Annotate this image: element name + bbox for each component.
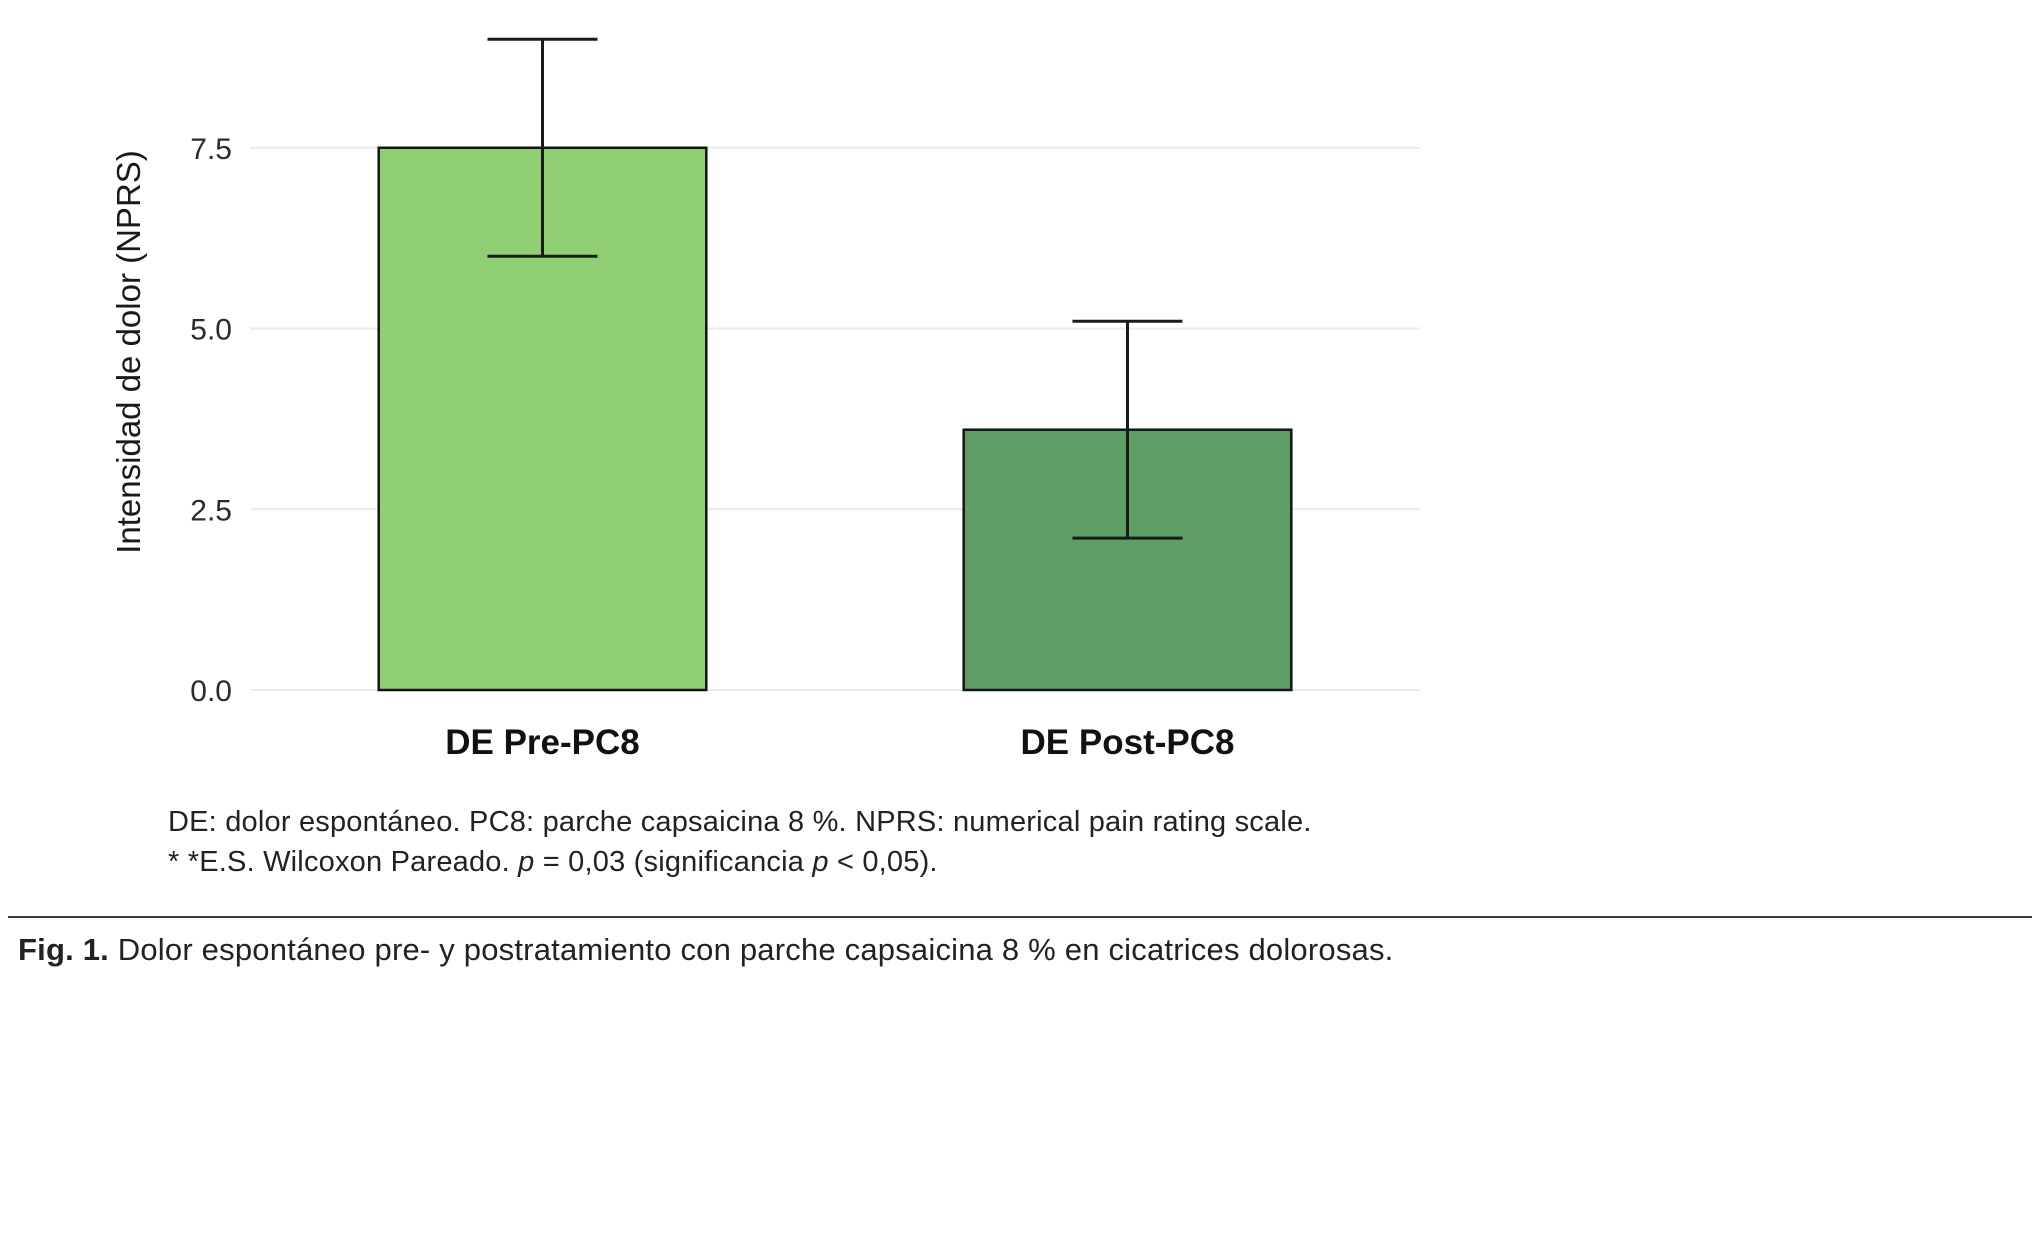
y-tick-label: 7.5 bbox=[190, 133, 232, 166]
figure-caption-label: Fig. 1. bbox=[18, 932, 109, 967]
figure-caption-text: Dolor espontáneo pre- y postratamiento c… bbox=[108, 932, 1394, 967]
bar-chart: 0.0 2.5 5.0 7.5 Intensidad de dolor (NPRS) DE… bbox=[110, 37, 1420, 762]
x-category-label: DE Pre-PC8 bbox=[445, 723, 640, 762]
footnote-abbreviations: DE: dolor espontáneo. PC8: parche capsai… bbox=[168, 806, 1312, 838]
y-tick-label: 5.0 bbox=[190, 314, 232, 347]
y-tick-label: 0.0 bbox=[190, 675, 232, 708]
caption-divider bbox=[8, 916, 2032, 918]
x-category-label: DE Post-PC8 bbox=[1021, 723, 1235, 762]
footnote-stats-suffix: < 0,05). bbox=[828, 846, 938, 879]
footnote-stats-p1: p bbox=[518, 846, 535, 879]
footnote-stats-p2: p bbox=[812, 846, 829, 879]
y-tick-label: 2.5 bbox=[190, 494, 232, 527]
footnote-statistics: * *E.S. Wilcoxon Pareado. p = 0,03 (sign… bbox=[168, 842, 1312, 882]
y-axis-label: Intensidad de dolor (NPRS) bbox=[110, 150, 147, 554]
chart-footnotes: DE: dolor espontáneo. PC8: parche capsai… bbox=[168, 802, 1312, 882]
footnote-stats-mid: = 0,03 (significancia bbox=[534, 846, 813, 879]
footnote-stats-prefix: * *E.S. Wilcoxon Pareado. bbox=[168, 846, 519, 879]
figure-caption: Fig. 1. Dolor espontáneo pre- y postrata… bbox=[18, 932, 1394, 968]
